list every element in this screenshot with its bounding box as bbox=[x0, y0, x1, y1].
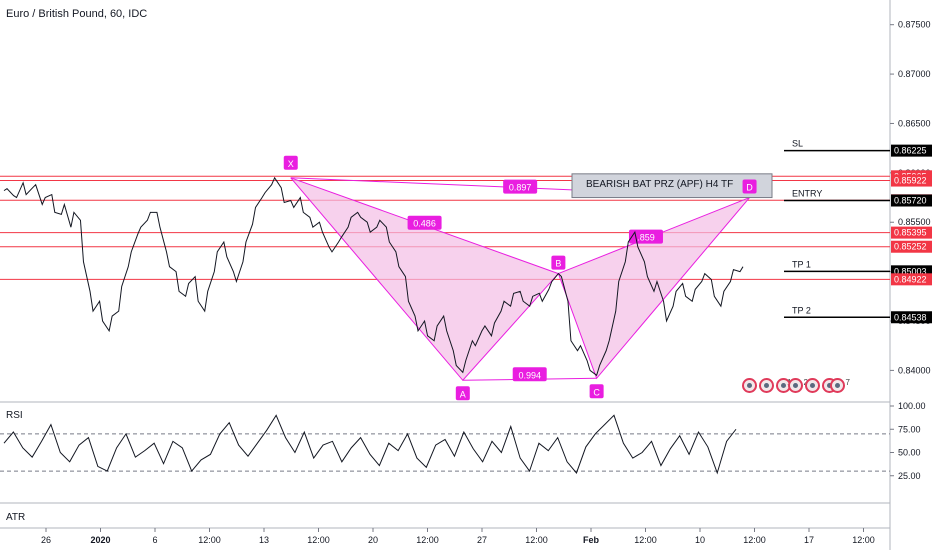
level-price-tag-label: 0.86225 bbox=[894, 146, 927, 156]
level-price-tag bbox=[891, 311, 932, 324]
pattern-ratio-box bbox=[512, 367, 547, 382]
time-axis-label: 2020 bbox=[90, 535, 110, 545]
pattern-ratio-box bbox=[628, 229, 663, 244]
level-price-tag-label: 0.85395 bbox=[894, 228, 927, 238]
atr-pane-label[interactable]: ATR bbox=[6, 512, 26, 523]
prz-zone-label: BEARISH BAT PRZ (APF) H4 TF bbox=[586, 179, 733, 190]
time-axis-label: 12:00 bbox=[634, 535, 657, 545]
time-axis-label: 6 bbox=[152, 535, 157, 545]
pattern-point-label: A bbox=[460, 389, 466, 399]
time-axis-label: 12:00 bbox=[743, 535, 766, 545]
level-price-tag bbox=[891, 226, 932, 239]
pattern-ratio-label: 0.486 bbox=[413, 219, 436, 229]
pattern-point-label: X bbox=[288, 159, 294, 169]
pattern-point-box bbox=[455, 386, 470, 401]
pattern-point-box bbox=[589, 384, 604, 399]
level-price-tag-label: 0.84922 bbox=[894, 274, 927, 284]
event-icons-group-2[interactable]: 2 bbox=[788, 378, 837, 393]
economic-event-icon[interactable]: 2 bbox=[788, 378, 808, 393]
pattern-triangle-bcd bbox=[558, 197, 750, 379]
time-axis-label: 12:00 bbox=[307, 535, 330, 545]
pattern-ratio-label: 0.994 bbox=[518, 370, 541, 380]
time-axis-label: 20 bbox=[368, 535, 378, 545]
time-axis-label: 12:00 bbox=[198, 535, 221, 545]
level-price-tag-label: 0.85003 bbox=[894, 266, 927, 276]
rsi-axis-label: 50.00 bbox=[898, 448, 921, 458]
pattern-triangle-xab bbox=[290, 177, 559, 381]
price-axis-label: 0.86500 bbox=[898, 118, 931, 128]
prz-zone bbox=[571, 173, 773, 199]
economic-event-icon[interactable] bbox=[742, 378, 757, 393]
price-axis-label: 0.85500 bbox=[898, 217, 931, 227]
time-axis-label: 10 bbox=[695, 535, 705, 545]
rsi-axis-label: 25.00 bbox=[898, 471, 921, 481]
time-axis-label: Feb bbox=[583, 535, 600, 545]
time-axis-label: 26 bbox=[41, 535, 51, 545]
rsi-axis-label: 75.00 bbox=[898, 424, 921, 434]
level-annotation: ENTRY bbox=[792, 189, 822, 199]
time-axis-label: 12:00 bbox=[852, 535, 875, 545]
pattern-ratio-box bbox=[503, 179, 538, 194]
chart-symbol-title[interactable]: Euro / British Pound, 60, IDC bbox=[6, 8, 148, 20]
level-price-tag bbox=[891, 240, 932, 253]
level-price-tag-label: 0.84538 bbox=[894, 312, 927, 322]
event-icons-group-1[interactable]: 17 bbox=[742, 378, 796, 393]
pattern-point-box bbox=[283, 155, 298, 170]
time-axis-label: 17 bbox=[804, 535, 814, 545]
level-price-tag-label: 0.85720 bbox=[894, 196, 927, 206]
rsi-axis-label: 100.00 bbox=[898, 401, 926, 411]
level-annotation: SL bbox=[792, 139, 803, 149]
time-axis-label: 12:00 bbox=[525, 535, 548, 545]
event-icons-group-3[interactable]: 7 bbox=[830, 378, 850, 393]
level-price-tag-label: 0.85922 bbox=[894, 176, 927, 186]
price-line bbox=[3, 176, 744, 377]
economic-event-icon[interactable] bbox=[759, 378, 774, 393]
level-price-tag bbox=[891, 273, 932, 286]
economic-event-icon[interactable]: 7 bbox=[830, 378, 850, 393]
level-price-tag bbox=[891, 174, 932, 187]
pattern-ratio-label: 0.897 bbox=[509, 183, 532, 193]
pattern-point-label: D bbox=[746, 183, 753, 193]
pattern-ratio-box bbox=[407, 215, 442, 230]
level-annotation: TP 1 bbox=[792, 259, 811, 269]
pattern-point-label: C bbox=[593, 387, 600, 397]
rsi-line bbox=[3, 414, 737, 475]
price-axis-label: 0.87000 bbox=[898, 69, 931, 79]
economic-event-icon[interactable] bbox=[805, 378, 820, 393]
pattern-point-box bbox=[742, 179, 757, 194]
level-price-tag bbox=[891, 194, 932, 207]
time-axis-label: 27 bbox=[477, 535, 487, 545]
level-price-tag bbox=[891, 144, 932, 157]
pattern-point-box bbox=[551, 255, 566, 270]
price-axis-label: 0.87500 bbox=[898, 20, 931, 30]
time-axis-label: 12:00 bbox=[416, 535, 439, 545]
time-axis-label: 13 bbox=[259, 535, 269, 545]
pattern-ratio-label: .859 bbox=[637, 233, 655, 243]
level-price-tag-label: 0.85252 bbox=[894, 242, 927, 252]
pattern-point-label: B bbox=[555, 259, 561, 269]
price-axis-label: 0.84000 bbox=[898, 365, 931, 375]
event-count-badge: 7 bbox=[845, 378, 850, 387]
level-annotation: TP 2 bbox=[792, 305, 811, 315]
rsi-pane-label[interactable]: RSI bbox=[6, 410, 23, 421]
